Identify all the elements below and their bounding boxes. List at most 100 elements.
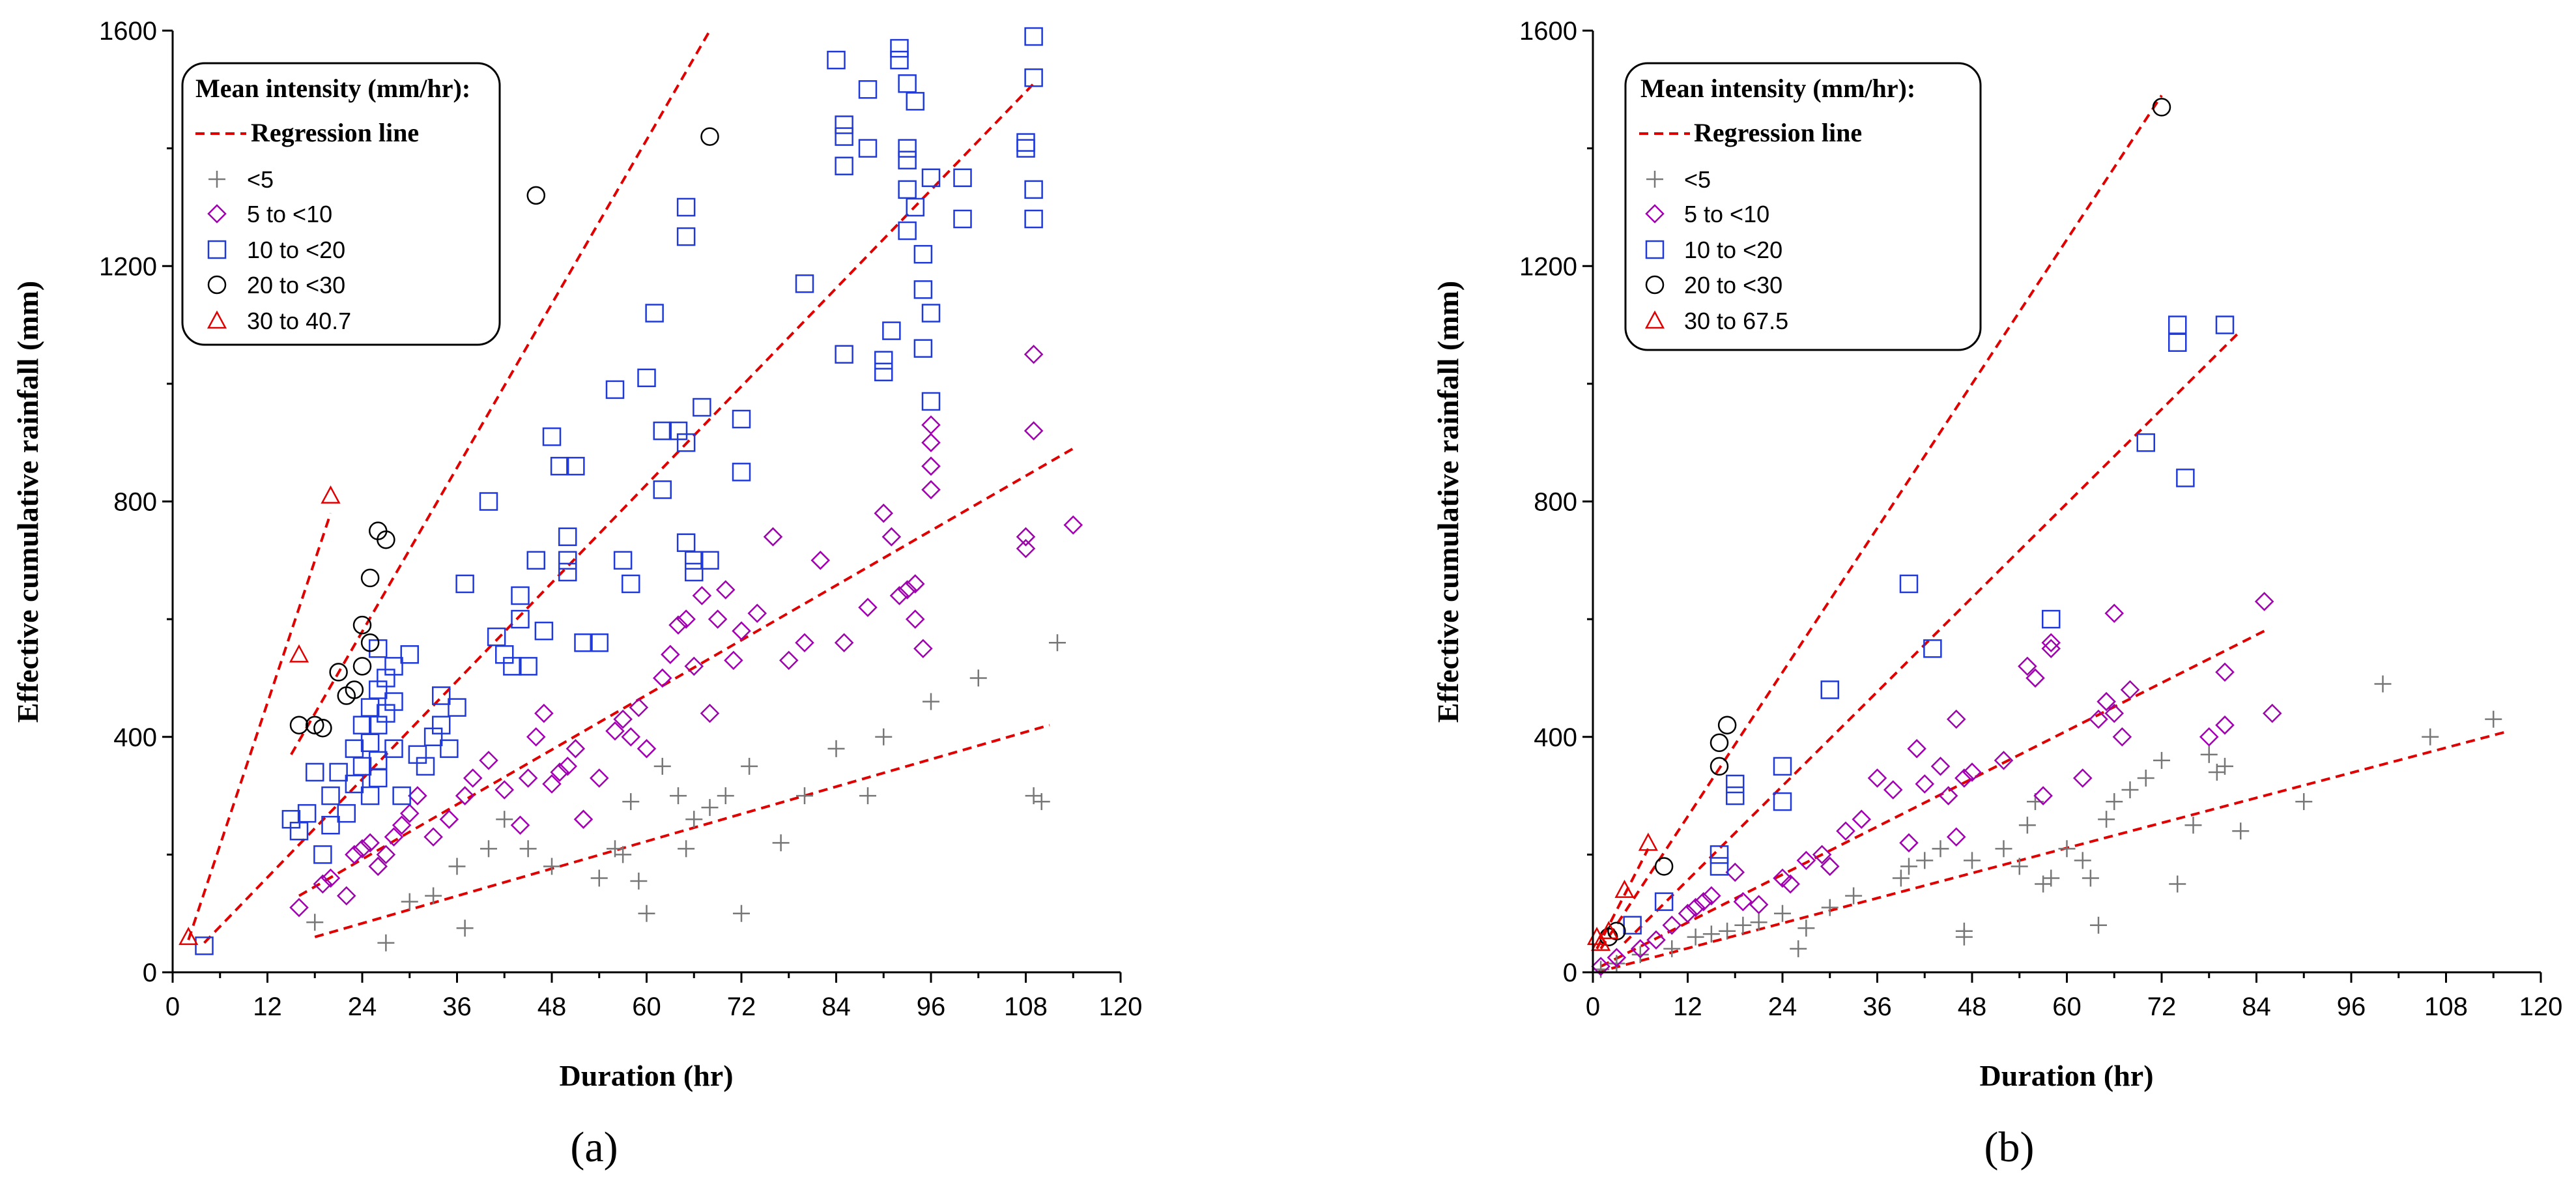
- panel-a-series-2-point-88: [898, 180, 917, 199]
- panel-b-legend-box: [1624, 62, 1982, 351]
- panel-b-series-0-point-45: [2485, 710, 2502, 728]
- panel-b-series-3-point-5: [1717, 716, 1737, 734]
- panel-a-series-1-point-60: [921, 456, 941, 476]
- panel-a-series-2-point-33: [432, 686, 451, 705]
- panel-a-series-2-point-36: [455, 574, 474, 594]
- panel-b-series-1-point-44: [2215, 715, 2235, 735]
- panel-a-series-0-point-27: [859, 787, 876, 805]
- panel-a-series-2-point-77: [835, 156, 853, 175]
- panel-b-series-1-point-34: [2041, 639, 2061, 659]
- panel-a-series-1-point-62: [921, 415, 941, 435]
- panel-a-x-tick-label-9: 108: [1004, 992, 1048, 1021]
- panel-a-series-0-point-5: [456, 920, 474, 937]
- panel-a-series-4-point-2: [321, 485, 341, 504]
- panel-a-series-1-point-4: [345, 845, 364, 865]
- panel-a-series-2-point-20: [369, 768, 388, 788]
- panel-a-series-2-point-71: [732, 409, 751, 429]
- panel-a-series-2-point-72: [795, 274, 814, 293]
- panel-b-series-0-point-23: [2018, 817, 2036, 834]
- panel-a-x-tick-label-2: 24: [348, 992, 377, 1021]
- panel-a-series-1-point-16: [463, 768, 483, 788]
- panel-a-marks: [179, 27, 1083, 955]
- panel-a-series-2-point-85: [898, 74, 917, 93]
- panel-a-series-0: [306, 634, 1066, 951]
- panel-a-series-2-point-87: [898, 151, 917, 169]
- panel-a-series-1-point-40: [700, 703, 720, 723]
- panel-b-series-1: [1591, 592, 2282, 976]
- panel-b-legend-label-4: 30 to 67.5: [1684, 308, 1788, 334]
- panel-b-series-3-point-2: [1654, 857, 1674, 876]
- panel-b-series-1-point-3: [1646, 930, 1666, 950]
- panel-b-series-1-point-21: [1899, 833, 1919, 853]
- panel-b-series-2-point-15: [2176, 469, 2195, 487]
- panel-a-series-1-point-44: [732, 621, 751, 641]
- panel-a-series-1-point-64: [1016, 527, 1036, 547]
- panel-b-series-2-point-5: [1726, 774, 1745, 794]
- panel-b-series-2-point-0: [1623, 916, 1642, 934]
- panel-a-series-2-point-68: [693, 398, 711, 417]
- panel-a-series-1-point-36: [668, 615, 688, 635]
- panel-b-series-0-point-38: [2200, 746, 2218, 763]
- panel-b-series-1-point-2: [1630, 939, 1650, 959]
- panel-a-series-2-point-83: [890, 38, 909, 58]
- panel-b-series-0-point-11: [1797, 920, 1815, 937]
- panel-a-series-1-point-34: [652, 668, 672, 688]
- panel-a-series-1-point-10: [392, 815, 412, 835]
- panel-b-series-0-point-26: [2042, 869, 2060, 887]
- panel-a-series-2-point-60: [653, 480, 672, 499]
- panel-a-series-0-point-17: [670, 787, 687, 805]
- panel-a-series-2-point-91: [906, 197, 924, 217]
- panel-a-series-2-point-38: [487, 627, 506, 646]
- panel-b-series-0-point-8: [1750, 914, 1767, 931]
- panel-b-series-2-point-14: [2168, 333, 2187, 352]
- panel-b-x-tick-label-9: 108: [2424, 992, 2468, 1021]
- panel-a-series-2-point-9: [337, 804, 356, 823]
- panel-b-series-0: [1592, 675, 2502, 978]
- panel-b-series-0-point-10: [1790, 940, 1807, 957]
- panel-a-series-1-point-39: [692, 586, 712, 605]
- panel-b-series-1-point-40: [2104, 603, 2125, 623]
- panel-b-series-1-point-7: [1693, 891, 1713, 912]
- panel-a-series-2-point-46: [542, 427, 562, 446]
- panel-a-series-2-point-42: [511, 586, 530, 605]
- panel-a-x-tick-label-7: 84: [822, 992, 851, 1021]
- panel-a-series-2-point-99: [953, 209, 972, 229]
- panel-a-series-2-point-34: [440, 739, 459, 759]
- panel-a-series-0-point-20: [701, 799, 719, 817]
- panel-b-series-1-point-47: [2262, 703, 2282, 723]
- panel-a-legend-diamond-icon-shape: [207, 204, 227, 224]
- panel-b-series-2-point-2: [1710, 857, 1729, 876]
- panel-a-series-3-point-9: [360, 633, 380, 652]
- panel-a-series-2-point-44: [526, 551, 545, 570]
- panel-a-series-3-point-1: [306, 716, 324, 734]
- panel-b-series-1-point-29: [1962, 762, 1982, 782]
- panel-a-series-0-point-9: [543, 858, 560, 875]
- panel-a-series-1-point-46: [763, 527, 783, 547]
- panel-b-series-4-point-1: [1591, 933, 1611, 951]
- panel-a-series-2-point-7: [321, 815, 340, 835]
- panel-b-legend-circle-icon-shape: [1645, 275, 1665, 295]
- panel-a-legend-item-1: 5 to <10: [207, 201, 332, 227]
- panel-b-legend-square-icon: [1645, 240, 1665, 259]
- panel-b-series-2-point-16: [2215, 315, 2235, 334]
- panel-b-series-4-point-4: [1638, 832, 1658, 851]
- panel-b-legend: Mean intensity (mm/hr): Regression line …: [1624, 62, 1982, 351]
- panel-a-series-1-point-54: [889, 586, 909, 605]
- panel-a-series-2-point-13: [352, 757, 372, 776]
- panel-a-legend-square-icon: [207, 240, 227, 259]
- panel-a-series-1-point-30: [613, 709, 633, 729]
- panel-a-series-1-point-22: [534, 703, 554, 723]
- panel-b-series-1-point-46: [2254, 592, 2274, 611]
- panel-b-series-1-point-4: [1662, 915, 1682, 935]
- panel-a-series-2-point-93: [913, 244, 933, 264]
- panel-b-series-0-point-1: [1608, 955, 1625, 972]
- panel-b-series-1-point-12: [1773, 868, 1792, 888]
- panel-b-legend-diamond-icon: [1645, 204, 1665, 224]
- panel-a-label: (a): [570, 1123, 618, 1171]
- panel-a-series-1-point-28: [589, 768, 609, 788]
- panel-a-series-3-point-7: [352, 657, 372, 676]
- panel-a-series-1-point-5: [352, 839, 372, 859]
- panel-b-series-0-point-40: [2216, 757, 2233, 775]
